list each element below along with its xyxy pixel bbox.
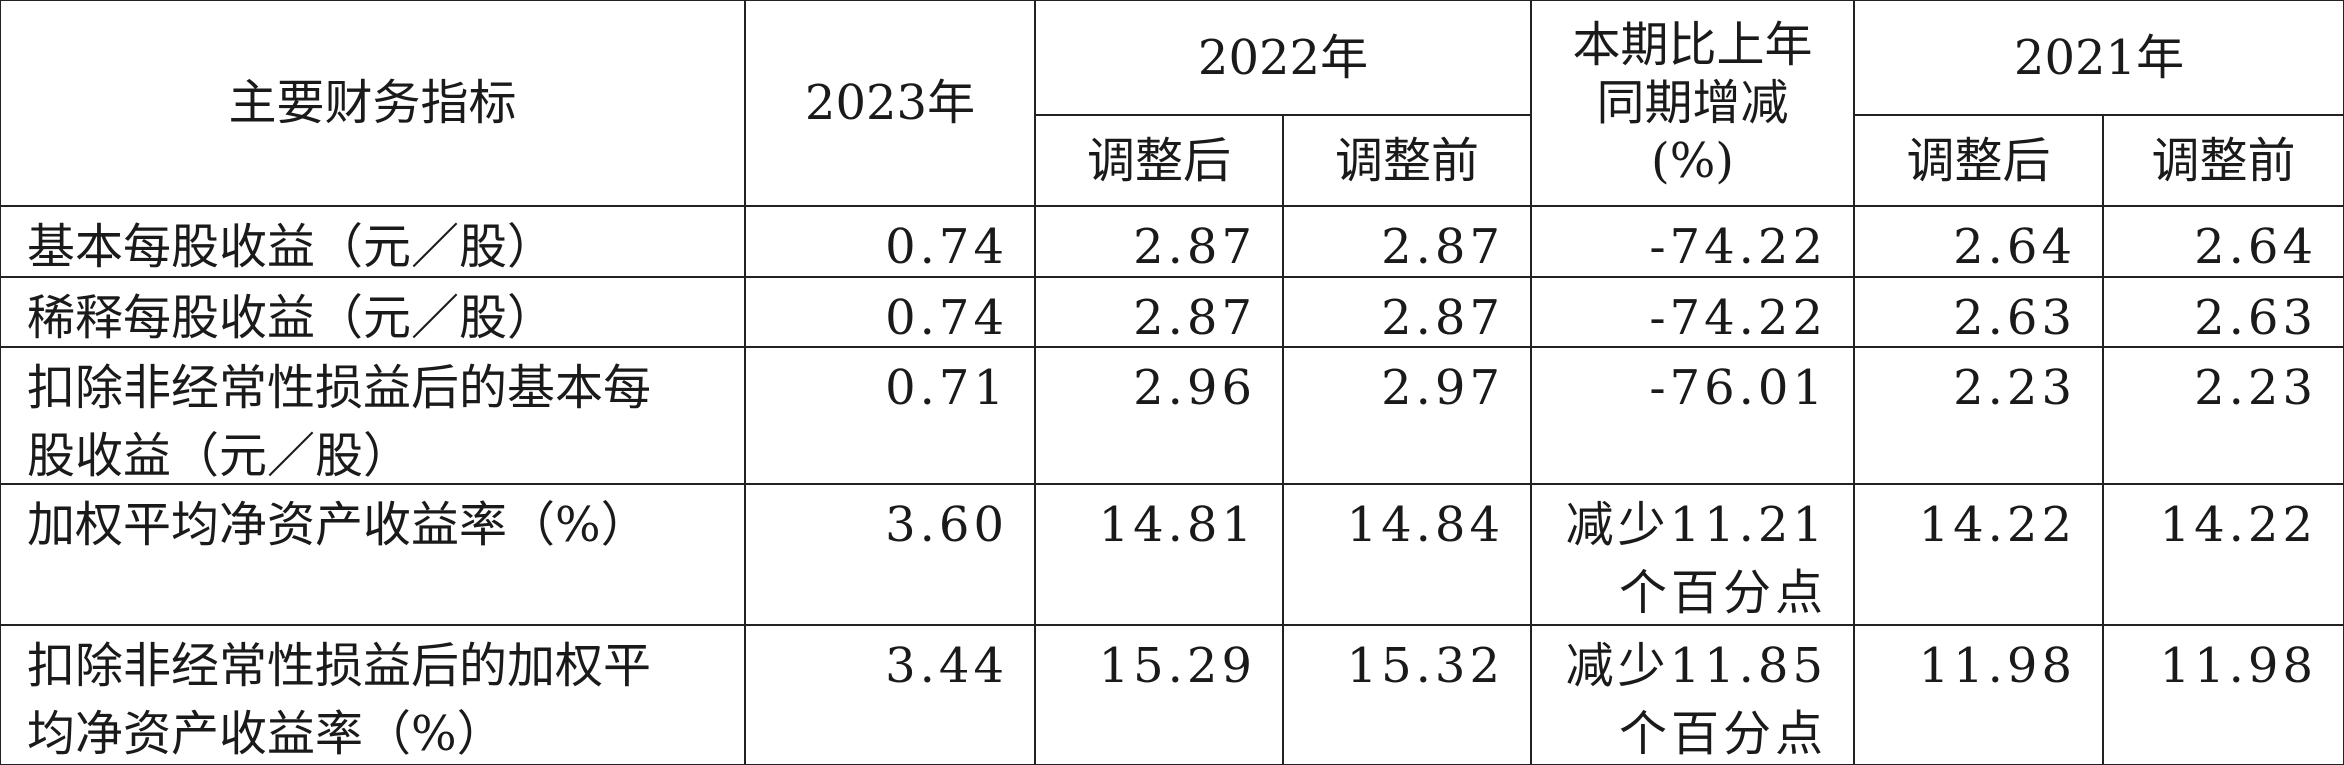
subheader-cell: 调整后 bbox=[1853, 114, 2104, 207]
cell-value: 2.97 bbox=[1381, 360, 1504, 416]
subheader-cell: 调整前 bbox=[1282, 114, 1532, 207]
subheader-cell: 调整前 bbox=[2102, 114, 2344, 207]
cell-value: 3.44 bbox=[885, 638, 1008, 694]
value-cell: 3.44 bbox=[744, 624, 1036, 765]
cell-value: 个百分点 bbox=[1618, 706, 1827, 762]
cell-value: 2.23 bbox=[2194, 360, 2317, 416]
value-cell: 0.71 bbox=[744, 346, 1036, 485]
cell-value: 2.87 bbox=[1381, 290, 1504, 346]
row-label-cell: 扣除非经常性损益后的加权平 均净资产收益率（%） bbox=[0, 624, 746, 765]
value-cell: 2.87 bbox=[1282, 276, 1532, 348]
value-cell: 2.23 bbox=[2102, 346, 2344, 485]
value-cell: 15.32 bbox=[1282, 624, 1532, 765]
header-cell: 本期比上年 同期增减 (%) bbox=[1530, 0, 1855, 207]
cell-value: 2.87 bbox=[1133, 290, 1256, 346]
cell-value: 2.64 bbox=[2194, 219, 2317, 275]
value-cell: 2.63 bbox=[2102, 276, 2344, 348]
value-cell: 2.87 bbox=[1034, 205, 1284, 278]
cell-value: 0.71 bbox=[885, 360, 1008, 416]
cell-value: 2.87 bbox=[1381, 219, 1504, 275]
value-cell: 0.74 bbox=[744, 276, 1036, 348]
cell-value: 2.23 bbox=[1953, 360, 2076, 416]
header-text: (%) bbox=[1650, 133, 1735, 189]
row-label-cell: 扣除非经常性损益后的基本每 股收益（元／股） bbox=[0, 346, 746, 485]
row-label: 股收益（元／股） bbox=[27, 428, 412, 484]
header-cell: 主要财务指标 bbox=[0, 0, 746, 207]
header-text: 本期比上年 bbox=[1572, 17, 1813, 73]
header-text: 2021年 bbox=[2013, 29, 2185, 86]
header-cell: 2022年 bbox=[1034, 0, 1532, 116]
cell-value: 0.74 bbox=[885, 219, 1008, 275]
subheader-text: 调整后 bbox=[1906, 132, 2051, 189]
value-cell: 2.87 bbox=[1034, 276, 1284, 348]
value-cell: -74.22 bbox=[1530, 276, 1855, 348]
cell-value: 14.81 bbox=[1098, 497, 1256, 553]
subheader-text: 调整后 bbox=[1086, 132, 1231, 189]
cell-value: 2.64 bbox=[1953, 219, 2076, 275]
header-text: 同期增减 bbox=[1596, 75, 1789, 131]
header-text: 主要财务指标 bbox=[228, 75, 517, 131]
cell-value: -74.22 bbox=[1649, 219, 1827, 275]
cell-value: 减少11.21 bbox=[1565, 497, 1827, 553]
value-cell: 2.23 bbox=[1853, 346, 2104, 485]
header-text: 2023年 bbox=[804, 75, 976, 131]
subheader-text: 调整前 bbox=[2151, 132, 2296, 189]
header-cell: 2021年 bbox=[1853, 0, 2344, 116]
value-cell: 14.81 bbox=[1034, 483, 1284, 626]
row-label: 加权平均净资产收益率（%） bbox=[27, 497, 649, 553]
cell-value: 个百分点 bbox=[1618, 565, 1827, 621]
row-label: 均净资产收益率（%） bbox=[27, 706, 505, 762]
value-cell: 14.22 bbox=[2102, 483, 2344, 626]
cell-value: 15.29 bbox=[1098, 638, 1256, 694]
subheader-cell: 调整后 bbox=[1034, 114, 1284, 207]
cell-value: 14.84 bbox=[1346, 497, 1504, 553]
value-cell: 15.29 bbox=[1034, 624, 1284, 765]
cell-value: 11.98 bbox=[2159, 638, 2317, 694]
value-cell: 2.64 bbox=[2102, 205, 2344, 278]
value-cell: -74.22 bbox=[1530, 205, 1855, 278]
row-label-cell: 加权平均净资产收益率（%） bbox=[0, 483, 746, 626]
value-cell: 11.98 bbox=[2102, 624, 2344, 765]
row-label: 基本每股收益（元／股） bbox=[27, 219, 556, 275]
cell-value: 14.22 bbox=[1918, 497, 2076, 553]
value-cell: 2.96 bbox=[1034, 346, 1284, 485]
value-cell: 2.63 bbox=[1853, 276, 2104, 348]
cell-value: 2.63 bbox=[2194, 290, 2317, 346]
value-cell: 0.74 bbox=[744, 205, 1036, 278]
cell-value: 0.74 bbox=[885, 290, 1008, 346]
cell-value: 11.98 bbox=[1918, 638, 2076, 694]
value-cell: 减少11.85 个百分点 bbox=[1530, 624, 1855, 765]
cell-value: -76.01 bbox=[1649, 360, 1827, 416]
row-label: 稀释每股收益（元／股） bbox=[27, 290, 556, 346]
cell-value: 减少11.85 bbox=[1565, 638, 1827, 694]
subheader-text: 调整前 bbox=[1334, 132, 1479, 189]
value-cell: 11.98 bbox=[1853, 624, 2104, 765]
value-cell: 3.60 bbox=[744, 483, 1036, 626]
value-cell: 14.84 bbox=[1282, 483, 1532, 626]
cell-value: -74.22 bbox=[1649, 290, 1827, 346]
value-cell: 2.97 bbox=[1282, 346, 1532, 485]
cell-value: 2.96 bbox=[1133, 360, 1256, 416]
value-cell: 2.87 bbox=[1282, 205, 1532, 278]
row-label: 扣除非经常性损益后的加权平 bbox=[27, 638, 652, 694]
row-label: 扣除非经常性损益后的基本每 bbox=[27, 360, 652, 416]
header-cell: 2023年 bbox=[744, 0, 1036, 207]
header-text: 2022年 bbox=[1197, 29, 1369, 86]
cell-value: 2.63 bbox=[1953, 290, 2076, 346]
row-label-cell: 稀释每股收益（元／股） bbox=[0, 276, 746, 348]
cell-value: 15.32 bbox=[1346, 638, 1504, 694]
value-cell: 14.22 bbox=[1853, 483, 2104, 626]
value-cell: -76.01 bbox=[1530, 346, 1855, 485]
cell-value: 3.60 bbox=[885, 497, 1008, 553]
cell-value: 2.87 bbox=[1133, 219, 1256, 275]
row-label-cell: 基本每股收益（元／股） bbox=[0, 205, 746, 278]
value-cell: 减少11.21 个百分点 bbox=[1530, 483, 1855, 626]
cell-value: 14.22 bbox=[2159, 497, 2317, 553]
value-cell: 2.64 bbox=[1853, 205, 2104, 278]
